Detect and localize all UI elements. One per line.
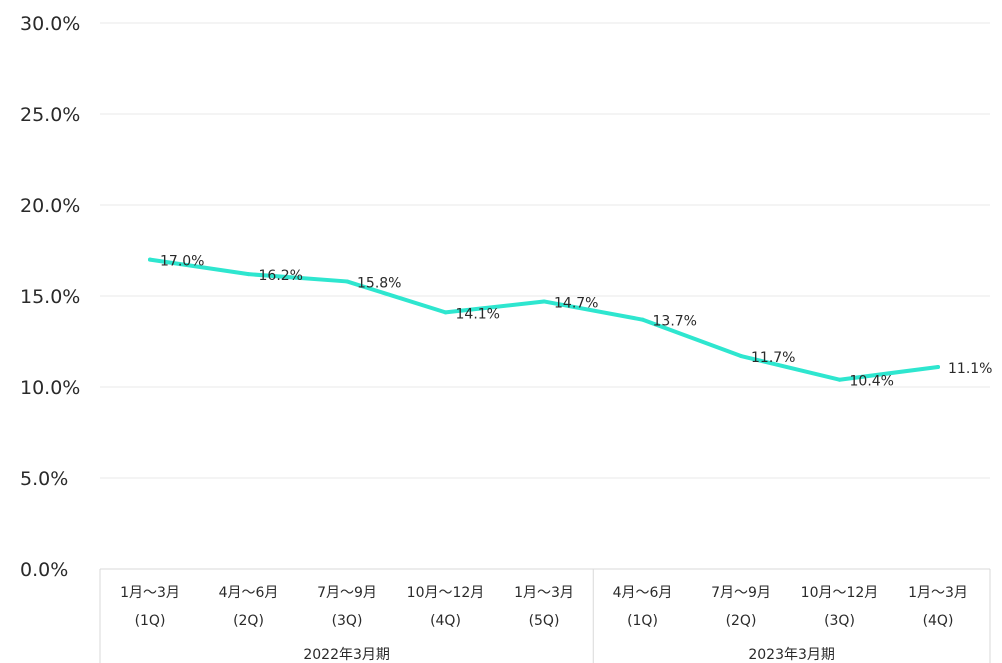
fiscal-period-label: 2022年3月期: [303, 647, 390, 663]
y-tick-label: 5.0%: [20, 468, 68, 490]
x-tick-label-quarter: (2Q): [233, 613, 264, 629]
y-tick-label: 20.0%: [20, 195, 80, 217]
x-tick-label-quarter: (1Q): [627, 613, 658, 629]
x-tick-label-months: 1月〜3月: [120, 585, 180, 601]
data-label: 17.0%: [160, 254, 204, 270]
x-tick-label-months: 7月〜9月: [711, 585, 771, 601]
y-tick-label: 15.0%: [20, 286, 80, 308]
x-tick-label-months: 10月〜12月: [801, 585, 879, 601]
grid-lines: [100, 22, 990, 479]
y-axis-ticks: 0.0% 5.0% 10.0% 15.0% 20.0% 25.0% 30.0%: [20, 13, 80, 581]
y-tick-label: 0.0%: [20, 559, 68, 581]
data-label: 15.8%: [357, 275, 401, 291]
data-label: 14.7%: [554, 295, 598, 311]
data-label: 16.2%: [259, 268, 303, 284]
x-tick-label-months: 7月〜9月: [317, 585, 377, 601]
data-point: [542, 299, 546, 304]
x-tick-label-months: 1月〜3月: [514, 585, 574, 601]
data-point: [443, 310, 448, 315]
data-point: [936, 364, 940, 369]
x-tick-label-months: 4月〜6月: [613, 585, 673, 601]
data-point: [345, 279, 349, 284]
data-point: [148, 257, 152, 262]
x-tick-label-quarter: (5Q): [529, 613, 560, 629]
y-tick-label: 30.0%: [20, 13, 80, 35]
x-tick-label-quarter: (2Q): [726, 613, 757, 629]
x-axis-category-frame: [99, 568, 991, 663]
x-axis-ticks: 1月〜3月 (1Q) 4月〜6月 (2Q) 7月〜9月 (3Q) 10月〜12月 (4Q) 1月…: [120, 585, 968, 629]
data-label: 11.1%: [948, 361, 992, 377]
fiscal-period-label: 2023年3月期: [748, 647, 835, 663]
x-tick-label-quarter: (3Q): [332, 613, 363, 629]
y-tick-label: 10.0%: [20, 377, 80, 399]
x-tick-label-quarter: (4Q): [923, 613, 954, 629]
y-tick-label: 25.0%: [20, 104, 80, 126]
series-line-layer: [148, 257, 940, 382]
x-tick-label-months: 4月〜6月: [219, 585, 279, 601]
data-labels: 17.0% 16.2% 15.8% 14.1% 14.7% 13.7% 11.7% 10.4%…: [160, 254, 992, 390]
data-point: [837, 377, 842, 382]
x-tick-label-months: 10月〜12月: [407, 585, 485, 601]
x-tick-label-quarter: (3Q): [824, 613, 855, 629]
data-point: [739, 354, 743, 359]
data-point: [246, 272, 251, 277]
x-tick-label-quarter: (4Q): [430, 613, 461, 629]
x-tick-label-months: 1月〜3月: [908, 585, 968, 601]
data-label: 14.1%: [456, 306, 500, 322]
data-label: 13.7%: [653, 314, 697, 330]
data-label: 11.7%: [751, 350, 795, 366]
data-label: 10.4%: [850, 374, 894, 390]
fiscal-period-labels: 2022年3月期 2023年3月期: [303, 647, 835, 663]
data-point: [640, 317, 645, 322]
x-tick-label-quarter: (1Q): [135, 613, 166, 629]
